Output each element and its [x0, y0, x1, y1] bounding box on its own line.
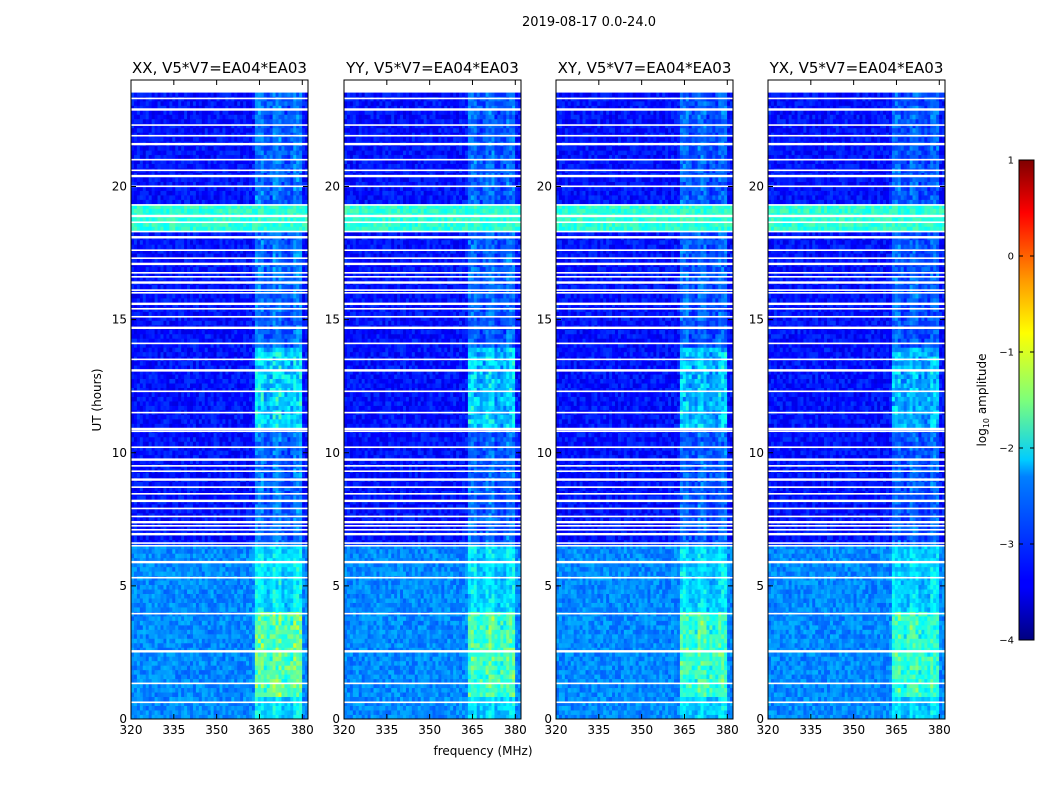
colorbar: 1 0 −1 −2 −3 −4 log10 amplitude: [975, 156, 1034, 647]
y-tick-label: 20: [325, 180, 340, 194]
y-tick-label: 10: [749, 446, 764, 460]
y-tick-label: 0: [332, 712, 340, 726]
x-tick-label: 335: [799, 723, 822, 737]
colorbar-tick-label: −2: [999, 444, 1014, 455]
x-tick-label: 380: [504, 723, 527, 737]
x-tick-label: 365: [885, 723, 908, 737]
y-tick-label: 10: [537, 446, 552, 460]
x-tick-label: 350: [205, 723, 228, 737]
y-tick-label: 15: [112, 313, 127, 327]
y-tick-label: 20: [112, 180, 127, 194]
colorbar-label: log10 amplitude: [975, 354, 991, 447]
x-tick-label: 350: [630, 723, 653, 737]
panel-title: XY, V5*V7=EA04*EA03: [558, 59, 732, 77]
x-tick-label: 350: [842, 723, 865, 737]
y-tick-label: 10: [325, 446, 340, 460]
y-tick-label: 0: [119, 712, 127, 726]
y-tick-label: 5: [756, 579, 764, 593]
x-tick-label: 380: [716, 723, 739, 737]
x-tick-label: 335: [162, 723, 185, 737]
x-tick-label: 365: [461, 723, 484, 737]
y-tick-label: 15: [325, 313, 340, 327]
y-tick-label: 10: [112, 446, 127, 460]
figure-title: 2019-08-17 0.0-24.0: [522, 15, 656, 30]
y-tick-label: 15: [749, 313, 764, 327]
x-tick-label: 335: [375, 723, 398, 737]
figure: 2019-08-17 0.0-24.0 XX, V5*V7=EA04*EA03 3…: [0, 0, 1050, 800]
x-tick-label: 380: [928, 723, 951, 737]
x-tick-label: 350: [418, 723, 441, 737]
x-tick-label: 365: [673, 723, 696, 737]
y-tick-label: 15: [537, 313, 552, 327]
colorbar-tick-label: −3: [999, 540, 1014, 551]
colorbar-tick-label: −4: [999, 636, 1014, 647]
y-tick-label: 20: [537, 180, 552, 194]
x-tick-label: 380: [291, 723, 314, 737]
y-tick-label: 5: [544, 579, 552, 593]
panel-title: YY, V5*V7=EA04*EA03: [345, 59, 519, 77]
colorbar-gradient: [1019, 160, 1034, 640]
y-tick-label: 0: [544, 712, 552, 726]
panel-title: XX, V5*V7=EA04*EA03: [132, 59, 307, 77]
colorbar-tick-label: 0: [1008, 252, 1014, 263]
y-axis-label: UT (hours): [90, 368, 104, 431]
y-tick-label: 5: [119, 579, 127, 593]
colorbar-tick-label: 1: [1008, 156, 1014, 167]
x-tick-label: 335: [587, 723, 610, 737]
panel-title: YX, V5*V7=EA04*EA03: [769, 59, 944, 77]
y-tick-label: 0: [756, 712, 764, 726]
x-tick-label: 365: [248, 723, 271, 737]
colorbar-tick-label: −1: [999, 348, 1014, 359]
x-axis-label: frequency (MHz): [433, 744, 532, 758]
y-tick-label: 5: [332, 579, 340, 593]
y-tick-label: 20: [749, 180, 764, 194]
